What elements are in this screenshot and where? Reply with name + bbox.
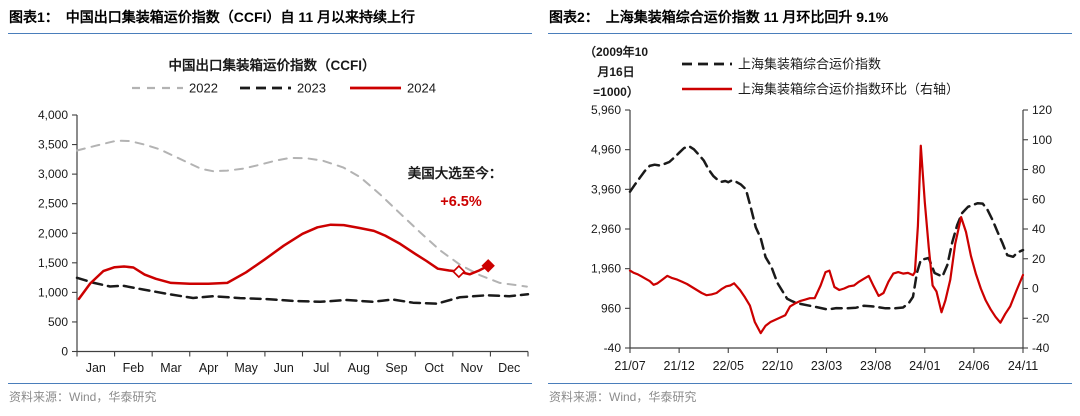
y-axis-tick-label: -40 <box>604 341 622 355</box>
series-lines <box>628 144 1025 335</box>
legend-label: 2023 <box>297 81 326 96</box>
series-lines <box>75 139 530 305</box>
y-axis-tick-label: 3,000 <box>38 167 68 181</box>
right-axis-tick-label: 40 <box>1032 222 1046 236</box>
figure1-source-divider <box>8 383 532 384</box>
axes: 0 500 1,000 1,500 2,000 2,500 3,000 3,500 4,000 J… <box>38 108 529 375</box>
x-axis-tick-label: Feb <box>123 361 145 375</box>
y-axis-tick-label: 1,500 <box>38 256 68 270</box>
figure1-title: 图表1： 中国出口集装箱运价指数（CCFI）自 11 月以来持续上行 <box>9 7 533 27</box>
scfi-plot: -40 960 1,960 2,960 3,960 4,960 5,960 -40 -20 0 20… <box>584 44 1052 373</box>
x-axis-tick-label: Jul <box>313 361 329 375</box>
figure1-panel: 图表1： 中国出口集装箱运价指数（CCFI）自 11 月以来持续上行 0 500 1,… <box>0 7 540 404</box>
figure2-title: 图表2： 上海集装箱综合运价指数 11 月环比回升 9.1% <box>549 7 1073 27</box>
figure2-title-divider <box>548 33 1072 34</box>
chart-subtitle: 中国出口集装箱运价指数（CCFI） <box>169 57 376 73</box>
right-axis-tick-label: -40 <box>1032 341 1050 355</box>
y-axis-tick-label: 4,960 <box>591 143 621 157</box>
election-day-marker <box>452 264 466 279</box>
axes: -40 960 1,960 2,960 3,960 4,960 5,960 -40 -20 0 20… <box>591 103 1052 373</box>
y-axis-tick-label: 960 <box>601 301 621 315</box>
annotation-text: 美国大选至今： <box>408 165 503 181</box>
y-axis-tick-label: 3,500 <box>38 138 68 152</box>
axis-base-note: =1000） <box>593 84 639 99</box>
x-axis-tick-label: Apr <box>199 361 218 375</box>
series-2024-line <box>77 223 490 301</box>
y-axis-tick-label: 1,000 <box>38 285 68 299</box>
x-axis-tick-label: May <box>234 361 258 375</box>
legend-label: 上海集装箱综合运价指数环比（右轴） <box>738 82 959 97</box>
legend-label: 2022 <box>189 81 218 96</box>
x-axis-tick-label: Jun <box>274 361 294 375</box>
x-axis-tick-label: 23/08 <box>860 359 891 373</box>
y-axis-tick-label: 0 <box>61 345 68 359</box>
x-axis-tick-label: 24/11 <box>1008 359 1038 373</box>
x-axis-tick-label: 24/01 <box>909 359 940 373</box>
axis-base-note: （2009年10 <box>584 44 648 59</box>
x-axis-tick-label: 24/06 <box>958 359 989 373</box>
series-2022-line <box>76 139 528 288</box>
annotation-value: +6.5% <box>440 194 482 210</box>
right-axis-tick-label: 80 <box>1032 163 1046 177</box>
figure1-heading: 中国出口集装箱运价指数（CCFI）自 11 月以来持续上行 <box>65 9 416 25</box>
y-axis-tick-label: 2,960 <box>591 222 621 236</box>
y-axis-tick-label: 1,960 <box>591 262 621 276</box>
scfi-chart: -40 960 1,960 2,960 3,960 4,960 5,960 -40 -20 0 20… <box>540 40 1080 380</box>
figure2-panel: 图表2： 上海集装箱综合运价指数 11 月环比回升 9.1% -40 960 1,96… <box>540 0 1080 416</box>
series-2023-line <box>75 276 530 305</box>
legend-label: 2024 <box>407 81 436 96</box>
x-axis-tick-label: Sep <box>385 361 407 375</box>
x-axis-tick-label: Oct <box>424 361 444 375</box>
x-axis-tick-label: Aug <box>348 361 370 375</box>
right-axis-tick-label: -20 <box>1032 311 1050 325</box>
figure1-title-divider <box>8 33 532 34</box>
series-上海集装箱综合运价指数-line <box>628 144 1025 311</box>
y-axis-tick-label: 2,500 <box>38 197 68 211</box>
right-axis-tick-label: 60 <box>1032 192 1046 206</box>
figure1-source: 资料来源：Wind，华泰研究 <box>9 390 157 404</box>
figure1-label: 图表1： <box>9 9 59 25</box>
ccfi-plot: 0 500 1,000 1,500 2,000 2,500 3,000 3,500 4,000 J… <box>38 57 530 375</box>
series-上海集装箱综合运价指数环比（右轴）-line <box>628 144 1025 335</box>
y-axis-tick-label: 2,000 <box>38 226 68 240</box>
ccfi-chart: 0 500 1,000 1,500 2,000 2,500 3,000 3,500 4,000 J… <box>0 40 540 380</box>
figure2-heading: 上海集装箱综合运价指数 11 月环比回升 9.1% <box>605 9 889 25</box>
x-axis-tick-label: Nov <box>461 361 484 375</box>
y-axis-tick-label: 4,000 <box>38 108 68 122</box>
y-axis-tick-label: 500 <box>48 315 68 329</box>
figure2-label: 图表2： <box>549 9 599 25</box>
y-axis-tick-label: 3,960 <box>591 182 621 196</box>
right-axis-tick-label: 100 <box>1032 133 1052 147</box>
x-axis-tick-label: 22/10 <box>762 359 793 373</box>
legend: 2022 2023 2024 <box>132 81 436 96</box>
latest-point-marker <box>481 259 495 273</box>
y-axis-tick-label: 5,960 <box>591 103 621 117</box>
axis-base-note: 月16日 <box>596 65 634 79</box>
figure2-source-divider <box>548 383 1072 384</box>
x-axis-tick-label: 22/05 <box>713 359 744 373</box>
x-axis-tick-label: 23/03 <box>811 359 842 373</box>
x-axis-tick-label: Dec <box>498 361 520 375</box>
x-axis-tick-label: Mar <box>160 361 182 375</box>
legend-label: 上海集装箱综合运价指数 <box>738 57 881 72</box>
right-axis-tick-label: 20 <box>1032 252 1046 266</box>
right-axis-tick-label: 0 <box>1032 282 1039 296</box>
x-axis-tick-label: 21/07 <box>614 359 645 373</box>
figure2-source: 资料来源：Wind，华泰研究 <box>549 390 697 404</box>
x-axis-tick-label: Jan <box>86 361 106 375</box>
x-axis-tick-label: 21/12 <box>663 359 694 373</box>
right-axis-tick-label: 120 <box>1032 103 1052 117</box>
